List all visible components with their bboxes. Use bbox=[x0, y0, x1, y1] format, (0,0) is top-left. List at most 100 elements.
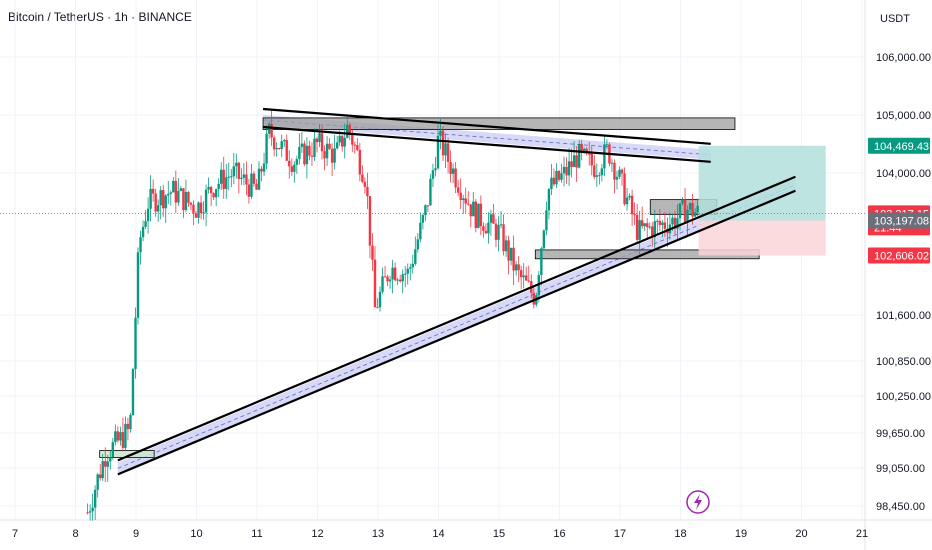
candle-body bbox=[156, 205, 160, 212]
candle-body bbox=[391, 267, 394, 280]
trendlines[interactable] bbox=[117, 107, 796, 476]
candle-body bbox=[404, 273, 407, 275]
candle-body bbox=[575, 155, 578, 168]
x-tick-label: 9 bbox=[133, 528, 139, 540]
candle-body bbox=[197, 202, 200, 218]
candle-body bbox=[643, 223, 646, 227]
candle-body bbox=[106, 461, 109, 467]
candle-body bbox=[240, 177, 243, 180]
candle-body bbox=[414, 249, 417, 264]
y-tick-label: 106,000.00 bbox=[876, 52, 931, 64]
candle-body bbox=[482, 226, 485, 231]
candle-body bbox=[499, 224, 503, 226]
candle-body bbox=[459, 192, 462, 201]
x-tick-label: 19 bbox=[735, 528, 747, 540]
candle-body bbox=[149, 188, 152, 209]
candle-body bbox=[598, 175, 601, 177]
candle-body bbox=[293, 164, 296, 172]
candle-body bbox=[187, 191, 190, 203]
candle-body bbox=[346, 124, 349, 138]
candle-body bbox=[454, 168, 457, 188]
candle-body bbox=[522, 275, 525, 278]
x-tick-label: 12 bbox=[311, 528, 323, 540]
candle-body bbox=[658, 220, 662, 225]
candle-body bbox=[363, 181, 367, 187]
candle-body bbox=[525, 275, 528, 281]
candle-body bbox=[691, 203, 694, 217]
candle-body bbox=[464, 198, 467, 204]
candle-body bbox=[313, 138, 316, 157]
candle-body bbox=[214, 189, 218, 198]
candle-body bbox=[557, 171, 561, 180]
candle-body bbox=[696, 205, 699, 213]
candle-body bbox=[419, 222, 422, 240]
candle-body bbox=[351, 133, 354, 145]
candle-body bbox=[318, 133, 321, 143]
candle-body bbox=[280, 141, 283, 149]
y-tick-label: 105,000.00 bbox=[876, 110, 931, 122]
candle-body bbox=[497, 224, 500, 240]
candle-body bbox=[323, 151, 326, 159]
candle-body bbox=[383, 276, 387, 278]
price-tag-label: 104,469.43 bbox=[874, 141, 929, 153]
candle-body bbox=[247, 184, 251, 197]
candle-body bbox=[693, 212, 697, 217]
candle-body bbox=[199, 202, 203, 213]
candle-body bbox=[462, 198, 465, 201]
x-tick-label: 16 bbox=[553, 528, 565, 540]
candle-body bbox=[315, 138, 319, 143]
zones bbox=[0, 117, 865, 458]
price-axis[interactable]: 98,450.00 99,050.00 99,650.00 100,250.00 100… bbox=[876, 52, 931, 513]
candle-body bbox=[96, 474, 99, 490]
candle-body bbox=[635, 214, 639, 240]
currency-label[interactable]: USDT bbox=[880, 13, 910, 25]
candle-body bbox=[434, 168, 437, 171]
candle-body bbox=[194, 213, 198, 218]
candle-body bbox=[593, 165, 596, 177]
candle-body bbox=[144, 221, 147, 227]
candle-body bbox=[504, 240, 508, 252]
candle-body bbox=[681, 199, 684, 204]
candle-body bbox=[225, 177, 228, 190]
price-tag-label: 102,606.02 bbox=[874, 250, 929, 262]
candle-body bbox=[338, 135, 341, 143]
candle-body bbox=[136, 252, 140, 318]
candle-body bbox=[169, 192, 172, 194]
candle-body bbox=[172, 180, 175, 193]
candle-body bbox=[260, 168, 263, 172]
candle-body bbox=[189, 202, 193, 205]
candle-body bbox=[519, 270, 523, 278]
candle-body bbox=[267, 123, 271, 134]
candle-body bbox=[381, 276, 384, 292]
candle-body bbox=[396, 279, 399, 281]
x-tick-label: 13 bbox=[372, 528, 384, 540]
candle-body bbox=[232, 166, 236, 177]
candle-body bbox=[588, 153, 591, 155]
candle-body bbox=[638, 220, 641, 240]
time-axis[interactable]: 7 8 9 10 11 12 13 14 15 16 17 18 19 20 21 bbox=[12, 528, 868, 540]
candle-body bbox=[550, 177, 553, 189]
candle-body bbox=[623, 173, 626, 205]
candle-body bbox=[532, 292, 535, 305]
candle-body bbox=[265, 133, 268, 164]
candle-body bbox=[605, 144, 609, 146]
candle-body bbox=[651, 226, 654, 238]
candle-body bbox=[542, 230, 546, 249]
lightning-icon[interactable] bbox=[686, 490, 710, 514]
candle-body bbox=[562, 166, 566, 174]
x-tick-label: 14 bbox=[432, 528, 444, 540]
y-tick-label: 100,250.00 bbox=[876, 391, 931, 403]
price-tag-bg bbox=[868, 247, 930, 264]
candle-body bbox=[325, 143, 329, 159]
candle-body bbox=[590, 154, 593, 166]
candle-body bbox=[174, 180, 178, 203]
candle-body bbox=[182, 188, 185, 211]
price-tag: 104,469.43 bbox=[868, 137, 930, 154]
candle-body bbox=[376, 307, 379, 309]
descending-trendline-upper bbox=[262, 107, 711, 145]
candle-body bbox=[139, 237, 142, 253]
candle-body bbox=[492, 214, 495, 224]
candle-body bbox=[401, 274, 404, 282]
candle-body bbox=[416, 239, 420, 250]
